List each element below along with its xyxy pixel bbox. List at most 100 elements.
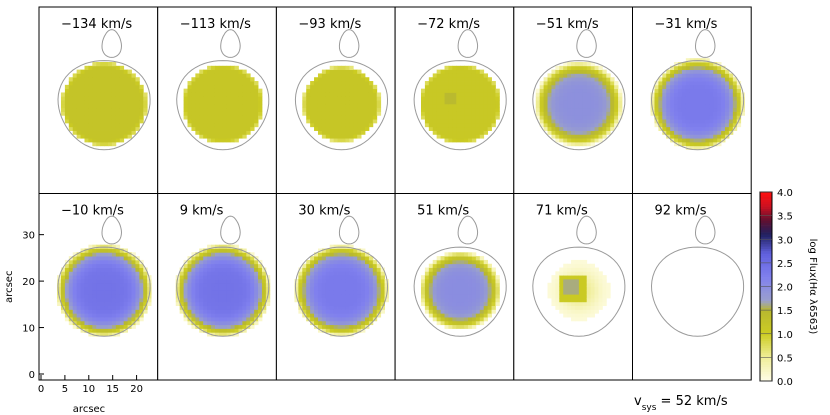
colorbar-swatch: [760, 359, 772, 363]
flux-pixel: [199, 313, 204, 318]
flux-pixel: [606, 282, 611, 287]
flux-pixel: [108, 301, 113, 307]
flux-pixel: [84, 100, 89, 105]
flux-pixel: [115, 320, 121, 326]
flux-pixel: [471, 65, 477, 71]
flux-pixel: [218, 84, 224, 90]
flux-pixel: [135, 96, 140, 101]
flux-pixel: [115, 134, 121, 139]
flux-pixel: [674, 126, 679, 131]
flux-pixel: [436, 122, 441, 128]
panel-frame: [632, 193, 752, 381]
nebula-outline: [413, 60, 507, 151]
flux-pixel: [84, 248, 89, 253]
flux-pixel: [84, 309, 89, 314]
flux-pixel: [372, 263, 378, 268]
flux-pixel: [547, 286, 552, 291]
flux-pixel: [131, 122, 136, 128]
flux-pixel: [108, 271, 113, 276]
flux-pixel: [195, 320, 200, 326]
flux-pixel: [306, 313, 311, 318]
flux-pixel: [218, 69, 224, 74]
flux-pixel: [207, 282, 212, 287]
flux-pixel: [175, 286, 181, 291]
flux-pixel: [460, 305, 465, 310]
flux-pixel: [448, 317, 453, 322]
flux-pixel: [242, 282, 247, 287]
flux-pixel: [119, 119, 125, 124]
flux-pixel: [384, 282, 389, 287]
flux-pixel: [329, 88, 335, 93]
flux-pixel: [361, 259, 366, 265]
flux-pixel: [230, 88, 235, 93]
flux-pixel: [226, 309, 232, 314]
flux-pixel: [321, 259, 327, 265]
flux-pixel: [246, 278, 251, 284]
flux-pixel: [246, 317, 251, 322]
flux-pixel: [104, 122, 109, 128]
flux-pixel: [424, 107, 430, 112]
flux-pixel: [475, 130, 481, 135]
flux-pixel: [353, 252, 358, 257]
flux-pixel: [104, 305, 109, 310]
flux-pixel: [475, 275, 481, 280]
flux-pixel: [123, 259, 128, 265]
flux-pixel: [108, 111, 113, 116]
flux-pixel: [317, 263, 323, 268]
flux-pixel: [571, 267, 576, 272]
flux-pixel: [717, 138, 722, 143]
flux-pixel: [333, 244, 338, 249]
flux-pixel: [92, 275, 97, 280]
flux-pixel: [571, 111, 576, 116]
flux-pixel: [475, 259, 481, 265]
flux-pixel: [590, 301, 595, 307]
flux-pixel: [183, 115, 188, 120]
flux-pixel: [72, 111, 78, 116]
flux-pixel: [464, 81, 469, 86]
flux-pixel: [246, 252, 251, 257]
flux-pixel: [325, 275, 331, 280]
flux-pixel: [92, 138, 97, 143]
flux-pixel: [234, 244, 239, 249]
flux-pixel: [329, 130, 335, 135]
flux-pixel: [559, 100, 564, 105]
flux-pixel: [345, 252, 350, 257]
flux-pixel: [115, 271, 121, 276]
flux-pixel: [717, 81, 722, 86]
flux-pixel: [357, 122, 362, 128]
flux-pixel: [203, 111, 208, 116]
flux-pixel: [226, 256, 232, 261]
colorbar-swatch: [760, 321, 772, 325]
flux-pixel: [191, 278, 196, 284]
flux-pixel: [80, 84, 85, 90]
flux-pixel: [464, 130, 469, 135]
flux-pixel: [131, 111, 136, 116]
flux-pixel: [115, 96, 121, 101]
flux-pixel: [689, 100, 695, 105]
flux-pixel: [428, 290, 434, 295]
flux-pixel: [428, 77, 434, 82]
colorbar-swatch: [760, 317, 772, 320]
flux-pixel: [199, 286, 204, 291]
flux-pixel: [361, 73, 366, 78]
flux-pixel: [147, 298, 152, 303]
flux-pixel: [191, 290, 196, 295]
flux-pixel: [424, 290, 430, 295]
flux-pixel: [76, 317, 81, 322]
flux-pixel: [555, 301, 560, 307]
flux-pixel: [547, 73, 552, 78]
flux-pixel: [594, 73, 599, 78]
flux-pixel: [464, 84, 469, 90]
flux-pixel: [697, 69, 702, 74]
flux-pixel: [582, 84, 588, 90]
flux-pixel: [578, 107, 584, 112]
flux-pixel: [582, 282, 588, 287]
flux-pixel: [115, 138, 121, 143]
flux-pixel: [471, 130, 477, 135]
flux-pixel: [594, 282, 599, 287]
flux-pixel: [321, 119, 327, 124]
flux-pixel: [72, 92, 78, 97]
flux-pixel: [68, 88, 74, 93]
flux-pixel: [68, 263, 74, 268]
flux-pixel: [123, 103, 128, 109]
